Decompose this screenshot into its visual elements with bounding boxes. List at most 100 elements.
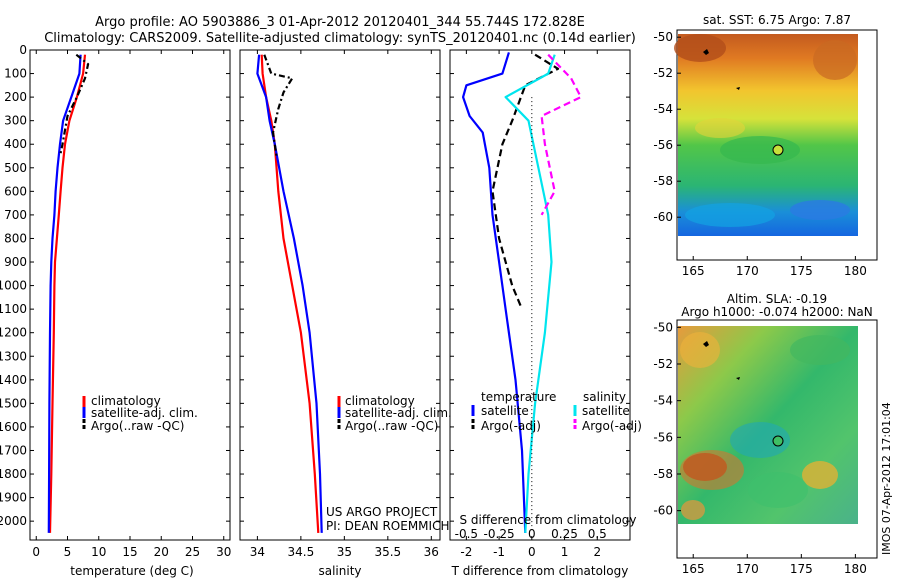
x-tick-label: 34.5 — [288, 545, 315, 559]
s-tick-label: -0.25 — [484, 527, 515, 541]
x-tick-label: 35 — [337, 545, 352, 559]
s-tick-label: 0 — [528, 527, 536, 541]
x-tick-label: 10 — [91, 545, 106, 559]
footer-timestamp: IMOS 07-Apr-2012 17:01:04 — [880, 402, 893, 555]
y-tick-label: 1200 — [0, 326, 27, 340]
temperature-panel-frame — [29, 49, 231, 541]
salinity-legend: climatology satellite-adj. clim. Argo(..… — [326, 394, 452, 533]
x-tick-label: 36 — [424, 545, 439, 559]
series-line-salinity-satellite — [504, 54, 556, 533]
legend-argo: Argo(..raw -QC) — [345, 419, 438, 433]
salinity-xlabel: salinity — [318, 564, 361, 578]
y-tick-label: 900 — [4, 255, 27, 269]
figure-title-line1: Argo profile: AO 5903886_3 01-Apr-2012 2… — [95, 15, 585, 30]
map-y-tick-label: -50 — [653, 30, 673, 44]
temperature-legend: climatology satellite-adj. clim. Argo(..… — [82, 394, 198, 433]
map-y-tick-label: -56 — [653, 138, 673, 152]
series-line-climatology — [48, 54, 87, 533]
map-x-tick-label: 165 — [682, 264, 705, 278]
series-line-satellite-adj-clim- — [256, 54, 323, 533]
sst-map-image — [674, 34, 858, 236]
legend-climatology: climatology — [345, 394, 415, 408]
difference-xlabel-top: S difference from climatology — [460, 513, 637, 527]
y-tick-label: 500 — [4, 161, 27, 175]
sla-map-label-line1: Altim. SLA: -0.19 — [727, 292, 827, 306]
map-y-tick-label: -52 — [653, 66, 673, 80]
sla-map-label-line2: Argo h1000: -0.074 h2000: NaN — [681, 305, 873, 319]
legend-temp-argo: Argo(-adj) — [481, 419, 541, 433]
s-tick-label: 0.5 — [588, 527, 607, 541]
map-x-tick-label: 165 — [682, 562, 705, 576]
temperature-series — [47, 53, 90, 533]
sst-map-label: sat. SST: 6.75 Argo: 7.87 — [703, 13, 851, 27]
s-tick-label: 0.25 — [551, 527, 578, 541]
series-line-argo-raw-qc- — [58, 53, 90, 157]
legend-sal-argo: Argo(-adj) — [582, 419, 642, 433]
y-tick-label: 800 — [4, 231, 27, 245]
project-annotation-line1: US ARGO PROJECT — [326, 505, 438, 519]
map-y-tick-label: -60 — [653, 504, 673, 518]
y-tick-label: 1800 — [0, 467, 27, 481]
map-x-tick-label: 175 — [790, 562, 813, 576]
y-tick-label: 0 — [19, 43, 27, 57]
x-tick-label: 25 — [185, 545, 200, 559]
y-tick-label: 1700 — [0, 443, 27, 457]
y-tick-label: 1500 — [0, 396, 27, 410]
legend-satellite-adj: satellite-adj. clim. — [345, 406, 452, 420]
salinity-series — [256, 54, 323, 533]
map-y-tick-label: -54 — [653, 102, 673, 116]
x-tick-label: 1 — [561, 545, 569, 559]
map-x-tick-label: 180 — [844, 264, 867, 278]
map-y-tick-label: -54 — [653, 394, 673, 408]
x-tick-label: -1 — [493, 545, 505, 559]
y-tick-label: 2000 — [0, 514, 27, 528]
y-tick-label: 300 — [4, 114, 27, 128]
legend-argo: Argo(..raw -QC) — [91, 419, 184, 433]
y-tick-label: 400 — [4, 137, 27, 151]
legend-title-salinity: salinity — [583, 390, 626, 404]
series-line-salinity-argo-adj- — [540, 53, 583, 216]
legend-temp-satellite: satellite — [481, 404, 529, 418]
project-annotation-line2: PI: DEAN ROEMMICH — [326, 519, 449, 533]
map-y-tick-label: -60 — [653, 210, 673, 224]
map-y-tick-label: -52 — [653, 357, 673, 371]
salinity-panel-frame — [239, 49, 441, 541]
y-tick-label: 1400 — [0, 373, 27, 387]
series-line-temperature-argo-adj- — [491, 53, 560, 310]
series-line-satellite-adj-clim- — [47, 54, 82, 533]
map-y-tick-label: -58 — [653, 467, 673, 481]
depth-axis: 0 100 200 300 400 500 600 700 800 900 1000 1100 1200… — [0, 43, 630, 528]
x-tick-label: 0 — [32, 545, 40, 559]
y-tick-label: 200 — [4, 90, 27, 104]
s-tick-label: -0.5 — [455, 527, 478, 541]
y-tick-label: 600 — [4, 184, 27, 198]
series-line-argo-raw-qc- — [263, 54, 294, 157]
x-tick-label: 2 — [593, 545, 601, 559]
x-tick-label: 34 — [250, 545, 265, 559]
difference-panel-frame — [449, 49, 631, 541]
figure-title-line2: Climatology: CARS2009. Satellite-adjuste… — [44, 31, 636, 46]
y-tick-label: 1600 — [0, 420, 27, 434]
map-y-tick-label: -58 — [653, 174, 673, 188]
map-x-tick-label: 170 — [736, 264, 759, 278]
map-x-tick-label: 180 — [844, 562, 867, 576]
y-tick-label: 1100 — [0, 302, 27, 316]
map-x-tick-label: 175 — [790, 264, 813, 278]
map-y-tick-label: -50 — [653, 320, 673, 334]
sla-map-image — [678, 326, 858, 524]
map-y-tick-label: -56 — [653, 430, 673, 444]
x-tick-label: 30 — [216, 545, 231, 559]
difference-xlabel: T difference from climatology — [451, 564, 629, 578]
legend-climatology: climatology — [91, 394, 161, 408]
x-tick-label: 20 — [154, 545, 169, 559]
legend-sal-satellite: satellite — [582, 404, 630, 418]
sst-map-axes: 165 170 175 180 -50 -52 -54 -56 -58 -60 — [653, 30, 866, 278]
y-tick-label: 100 — [4, 67, 27, 81]
y-tick-label: 1900 — [0, 491, 27, 505]
series-line-temperature-satellite — [462, 52, 527, 533]
difference-series — [462, 52, 583, 533]
y-tick-label: 1300 — [0, 349, 27, 363]
map-x-tick-label: 170 — [736, 562, 759, 576]
x-tick-label: 0 — [528, 545, 536, 559]
